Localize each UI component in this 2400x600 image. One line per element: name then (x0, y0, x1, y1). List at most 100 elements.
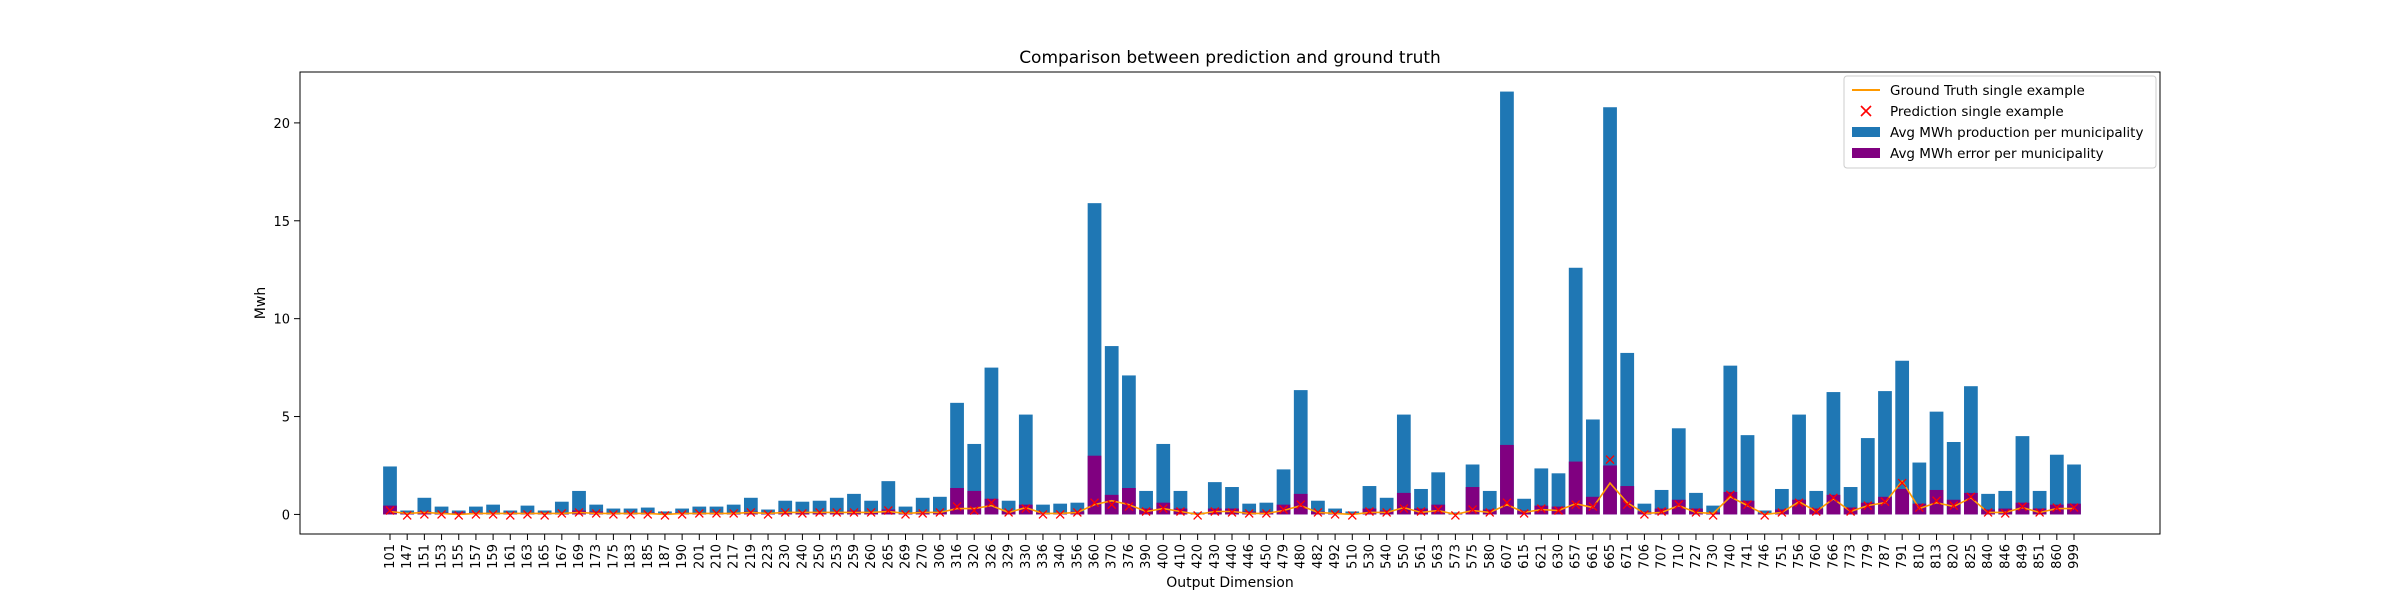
production-bar-479 (1276, 469, 1291, 515)
prediction-marker-851 (2035, 508, 2045, 517)
production-bar-849 (2015, 436, 2030, 515)
production-bar-787 (1878, 391, 1892, 515)
prediction-marker-440 (1227, 508, 1237, 517)
prediction-marker-161 (505, 510, 515, 520)
x-tick-label: 270 (916, 544, 931, 569)
x-tick-label: 751 (1775, 544, 1790, 569)
production-bar-201 (692, 506, 707, 515)
prediction-marker-163 (523, 509, 532, 519)
production-bar-999 (2067, 464, 2081, 515)
x-tick-label: 223 (761, 544, 776, 569)
prediction-marker-259 (849, 508, 859, 517)
production-bar-661 (1585, 419, 1600, 515)
prediction-marker-661 (1588, 502, 1598, 512)
production-bar-756 (1792, 414, 1806, 515)
y-tick-label: 15 (273, 215, 290, 230)
production-bar-740 (1723, 365, 1738, 515)
prediction-marker-580 (1485, 508, 1495, 517)
prediction-marker-820 (1949, 501, 1959, 511)
production-bar-101 (383, 466, 397, 515)
production-bar-810 (1912, 462, 1927, 515)
error-bar-710 (1671, 499, 1686, 515)
x-tick-label: 155 (452, 544, 467, 569)
production-bar-185 (640, 507, 655, 515)
production-bar-741 (1740, 435, 1755, 515)
x-tick-label: 169 (572, 544, 587, 569)
production-bar-440 (1225, 487, 1239, 515)
prediction-marker-370 (1107, 500, 1117, 510)
x-tick-label: 356 (1070, 544, 1085, 569)
production-bar-340 (1053, 503, 1068, 515)
x-tick-label: 230 (778, 544, 793, 569)
x-tick-label: 201 (692, 544, 707, 569)
production-bar-430 (1207, 482, 1222, 515)
x-tick-label: 265 (881, 544, 896, 569)
x-tick-label: 727 (1689, 544, 1704, 569)
production-bar-265 (881, 481, 896, 515)
x-tick-label: 741 (1741, 544, 1756, 569)
prediction-marker-740 (1725, 490, 1735, 500)
prediction-marker-746 (1760, 510, 1770, 520)
prediction-marker-760 (1811, 507, 1821, 516)
production-bar-563 (1431, 472, 1446, 515)
prediction-marker-356 (1072, 508, 1082, 517)
x-tick-label: 573 (1448, 544, 1463, 569)
x-tick-label: 482 (1311, 544, 1326, 569)
production-bar-153 (434, 506, 449, 515)
prediction-marker-707 (1657, 507, 1667, 516)
production-bar-510 (1345, 511, 1360, 515)
x-tick-label: 147 (400, 544, 415, 569)
error-bar-860 (2049, 504, 2064, 515)
production-bar-480 (1293, 390, 1308, 515)
production-bar-746 (1757, 510, 1772, 515)
prediction-marker-621 (1536, 504, 1546, 514)
x-tick-label: 185 (641, 544, 656, 569)
prediction-marker-510 (1347, 510, 1357, 520)
x-tick-label: 657 (1569, 544, 1584, 569)
prediction-marker-791 (1897, 478, 1907, 488)
legend-label-ground-truth: Ground Truth single example (1890, 83, 2085, 99)
prediction-marker-183 (626, 509, 636, 519)
x-tick-label: 530 (1362, 544, 1377, 569)
prediction-marker-326 (986, 498, 996, 508)
prediction-markers (385, 455, 2079, 520)
prediction-marker-751 (1777, 508, 1787, 517)
prediction-marker-376 (1124, 502, 1134, 512)
plot-frame (299, 71, 2161, 535)
prediction-marker-175 (608, 509, 618, 519)
x-tick-label: 376 (1122, 544, 1137, 569)
legend-box (1843, 75, 2157, 169)
prediction-marker-400 (1158, 504, 1168, 514)
prediction-marker-240 (797, 508, 807, 518)
prediction-marker-540 (1382, 508, 1392, 517)
prediction-marker-813 (1932, 496, 1941, 506)
error-bar-376 (1122, 487, 1136, 515)
prediction-marker-479 (1279, 505, 1289, 514)
x-tick-label: 813 (1930, 544, 1945, 569)
error-bar-791 (1895, 488, 1910, 515)
x-tick-label: 550 (1397, 544, 1412, 569)
production-bar-492 (1328, 508, 1342, 515)
production-bar-730 (1706, 505, 1721, 515)
x-tick-label: 326 (984, 544, 999, 569)
prediction-marker-329 (1004, 508, 1014, 517)
production-bar-860 (2049, 454, 2064, 515)
production-bar-825 (1964, 386, 1978, 515)
prediction-marker-727 (1691, 508, 1701, 517)
production-bar-157 (469, 506, 483, 515)
prediction-marker-575 (1468, 505, 1478, 514)
prediction-marker-336 (1038, 509, 1048, 519)
x-tick-label: 153 (435, 544, 450, 569)
x-tick-label: 440 (1225, 544, 1240, 569)
x-tick-label: 540 (1380, 544, 1395, 569)
error-bar-607 (1500, 444, 1514, 515)
prediction-marker-860 (2052, 503, 2062, 513)
production-bar-159 (486, 504, 500, 515)
error-bar-657 (1568, 461, 1583, 515)
x-tick-label: 492 (1328, 544, 1343, 569)
x-tick-label: 479 (1277, 544, 1292, 569)
production-bar-446 (1242, 503, 1257, 515)
production-bar-621 (1534, 468, 1549, 515)
x-tick-label: 250 (813, 544, 828, 569)
x-tick-label: 665 (1603, 544, 1618, 569)
